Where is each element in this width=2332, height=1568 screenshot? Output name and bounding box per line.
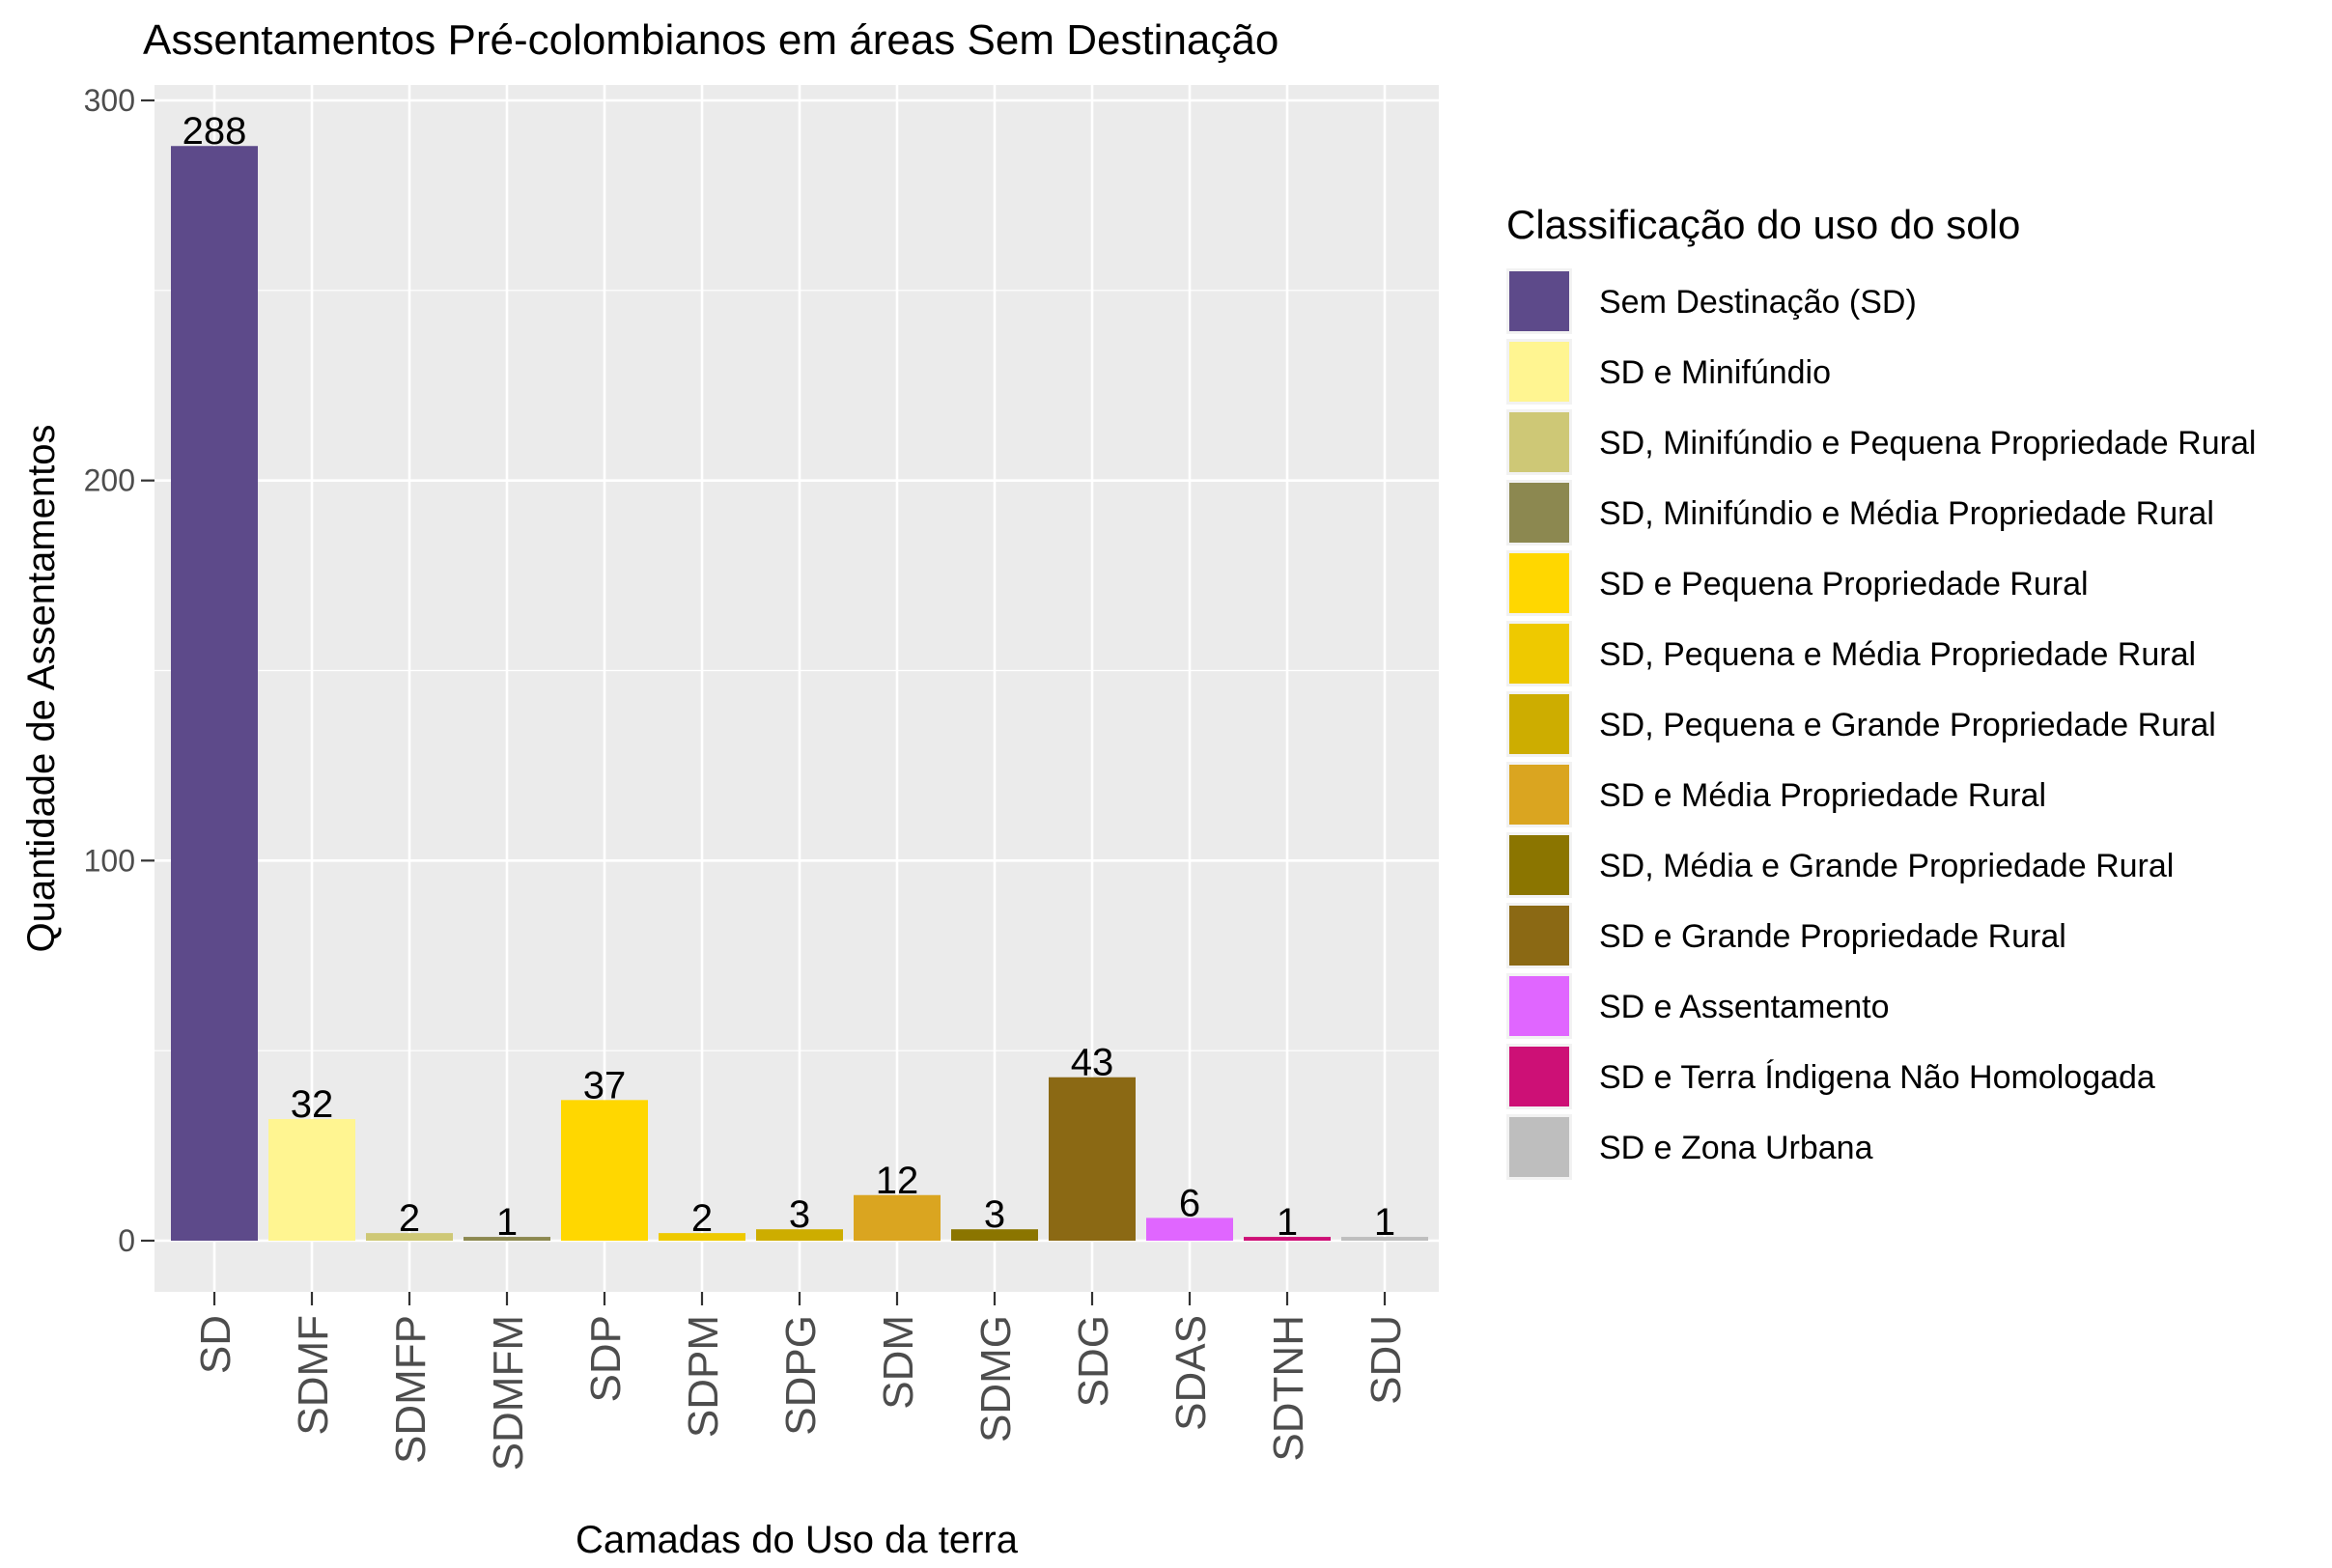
legend-swatch: [1509, 271, 1569, 331]
x-tick-label-sdu: SDU: [1363, 1315, 1410, 1405]
bar-sdu: [1341, 1237, 1428, 1241]
legend-swatch: [1509, 1047, 1569, 1106]
y-axis: 0 100 200 300: [84, 83, 155, 1258]
x-tick-label-sdm: SDM: [875, 1315, 922, 1410]
x-tick-label-sdpm: SDPM: [680, 1315, 727, 1438]
data-label-sdtnh: 1: [1277, 1201, 1298, 1244]
bar-sdtnh: [1244, 1237, 1331, 1241]
legend-label: SD, Minifúndio e Pequena Propriedade Rur…: [1599, 425, 2256, 462]
x-tick-label-sdpg: SDPG: [777, 1315, 825, 1436]
bar-sdmf: [268, 1119, 355, 1241]
y-tick-label: 300: [84, 83, 135, 118]
legend-label: SD e Pequena Propriedade Rural: [1599, 566, 2089, 602]
minor-gridlines: [155, 290, 1439, 1051]
data-label-sdp: 37: [583, 1064, 627, 1106]
legend-swatch: [1509, 624, 1569, 684]
legend-title: Classificação do uso do solo: [1506, 202, 2020, 247]
legend-label: SD, Pequena e Grande Propriedade Rural: [1599, 707, 2216, 743]
bar-sdmfp: [366, 1233, 453, 1241]
data-label-sdmfp: 2: [399, 1197, 420, 1240]
bar-sdp: [561, 1100, 648, 1241]
legend-swatch: [1509, 483, 1569, 543]
legend-swatch: [1509, 906, 1569, 966]
data-label-sdmf: 32: [291, 1083, 334, 1126]
data-label-sdpg: 3: [789, 1193, 810, 1236]
legend-swatch: [1509, 553, 1569, 613]
x-tick-label-sdp: SDP: [582, 1315, 630, 1402]
bar-sdpg: [756, 1229, 843, 1241]
plot-panel: [155, 85, 1439, 1292]
legend-label: SD e Zona Urbana: [1599, 1130, 1873, 1166]
legend-swatch: [1509, 765, 1569, 825]
legend-label: SD, Média e Grande Propriedade Rural: [1599, 848, 2174, 884]
legend-swatch: [1509, 976, 1569, 1036]
legend-items: Sem Destinação (SD) SD e Minifúndio SD, Mi…: [1506, 268, 2256, 1180]
y-tick-label: 100: [84, 843, 135, 878]
legend-label: SD e Média Propriedade Rural: [1599, 777, 2046, 814]
x-tick-label-sdmg: SDMG: [972, 1315, 1020, 1442]
data-label-sdpm: 2: [691, 1197, 713, 1240]
data-label-sdmg: 3: [984, 1193, 1005, 1236]
x-tick-label-sdtnh: SDTNH: [1265, 1315, 1312, 1462]
legend-label: SD e Assentamento: [1599, 989, 1890, 1025]
x-tick-label-sdas: SDAS: [1167, 1315, 1215, 1431]
legend-label: SD, Minifúndio e Média Propriedade Rural: [1599, 495, 2214, 532]
x-tick-label-sdg: SDG: [1070, 1315, 1117, 1407]
bar-sdmfm: [464, 1237, 550, 1241]
x-axis: SD SDMF SDMFP SDMFM SDP SDPM SDPG SDM SDMG SDG SDA…: [192, 1292, 1410, 1470]
legend: Classificação do uso do solo Sem Destina…: [1506, 202, 2256, 1180]
y-tick-label: 200: [84, 463, 135, 498]
legend-swatch: [1509, 835, 1569, 895]
legend-swatch: [1509, 694, 1569, 754]
y-axis-title: Quantidade de Assentamentos: [20, 424, 63, 952]
data-label-sd: 288: [183, 110, 247, 153]
bar-series: [171, 146, 1428, 1242]
x-axis-title: Camadas do Uso da terra: [576, 1519, 1019, 1561]
x-tick-label-sdmfp: SDMFP: [387, 1315, 435, 1464]
data-label-sdu: 1: [1374, 1201, 1395, 1244]
data-labels: 288 32 2 1 37 2 3 12 3 43 6 1 1: [183, 110, 1396, 1244]
legend-label: Sem Destinação (SD): [1599, 284, 1917, 321]
x-tick-label-sd: SD: [192, 1315, 239, 1374]
bar-sdas: [1146, 1218, 1233, 1241]
x-tick-label-sdmf: SDMF: [290, 1315, 337, 1436]
legend-label: SD e Terra Índigena Não Homologada: [1599, 1059, 2155, 1096]
y-tick-label: 0: [118, 1223, 135, 1258]
legend-swatch: [1509, 342, 1569, 402]
bar-sd: [171, 146, 258, 1242]
bar-sdmg: [951, 1229, 1038, 1241]
legend-swatch: [1509, 412, 1569, 472]
data-label-sdm: 12: [876, 1160, 919, 1202]
legend-label: SD, Pequena e Média Propriedade Rural: [1599, 636, 2196, 673]
chart-title: Assentamentos Pré-colombianos em áreas S…: [143, 16, 1278, 64]
legend-label: SD e Minifúndio: [1599, 354, 1831, 391]
legend-label: SD e Grande Propriedade Rural: [1599, 918, 2066, 955]
bar-sdm: [854, 1194, 941, 1241]
bar-sdg: [1049, 1077, 1136, 1241]
data-label-sdg: 43: [1071, 1042, 1114, 1084]
x-tick-label-sdmfm: SDMFM: [485, 1315, 532, 1470]
data-label-sdas: 6: [1179, 1182, 1200, 1224]
data-label-sdmfm: 1: [496, 1201, 518, 1244]
bar-sdpm: [659, 1233, 745, 1241]
legend-swatch: [1509, 1117, 1569, 1177]
major-gridlines: [155, 85, 1439, 1292]
